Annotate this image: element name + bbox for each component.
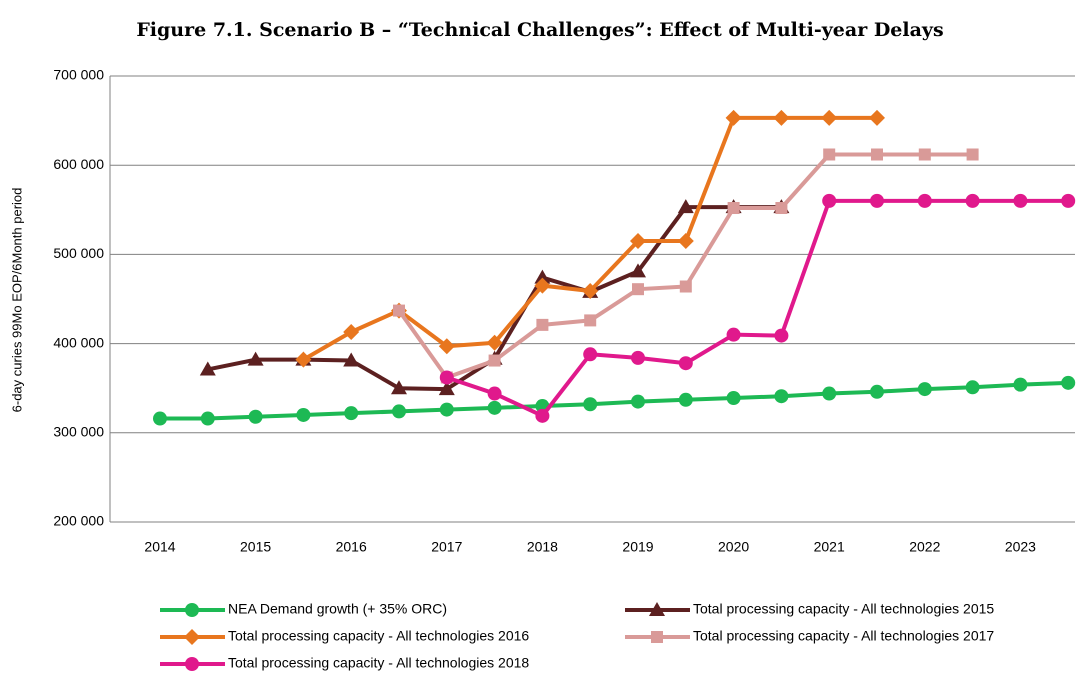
point bbox=[966, 148, 979, 161]
point bbox=[247, 351, 264, 366]
point bbox=[343, 324, 360, 341]
series-line bbox=[160, 380, 1069, 421]
point bbox=[631, 394, 645, 409]
point bbox=[917, 193, 932, 208]
point bbox=[871, 148, 883, 161]
point bbox=[488, 354, 501, 367]
point bbox=[439, 370, 454, 385]
point bbox=[583, 397, 598, 412]
x-tick-label: 2015 bbox=[240, 539, 271, 555]
legend-label: Total processing capacity - All technolo… bbox=[693, 601, 994, 617]
point bbox=[632, 283, 644, 296]
point bbox=[677, 199, 694, 214]
point bbox=[1061, 193, 1076, 208]
point bbox=[725, 109, 742, 126]
x-tick-label: 2022 bbox=[909, 539, 940, 555]
point bbox=[870, 193, 884, 208]
point bbox=[678, 356, 693, 371]
y-tick-label: 700 000 bbox=[53, 67, 104, 83]
point bbox=[651, 631, 663, 643]
point bbox=[584, 314, 597, 327]
point bbox=[918, 148, 931, 161]
point bbox=[487, 400, 502, 415]
point bbox=[536, 318, 549, 331]
point bbox=[965, 380, 980, 395]
x-tick-label: 2023 bbox=[1005, 539, 1036, 555]
x-tick-label: 2021 bbox=[814, 539, 845, 555]
point bbox=[822, 193, 837, 208]
legend-label: Total processing capacity - All technolo… bbox=[228, 628, 529, 644]
point bbox=[486, 334, 503, 351]
point bbox=[649, 602, 665, 616]
point bbox=[582, 282, 599, 299]
point bbox=[965, 193, 980, 208]
point bbox=[535, 408, 550, 423]
point bbox=[631, 350, 645, 365]
point bbox=[534, 269, 551, 284]
y-tick-label: 300 000 bbox=[53, 424, 104, 440]
point bbox=[773, 109, 790, 126]
series-line bbox=[446, 198, 1069, 418]
point bbox=[870, 384, 884, 399]
point bbox=[185, 657, 199, 671]
x-tick-label: 2019 bbox=[622, 539, 653, 555]
point bbox=[184, 629, 200, 645]
point bbox=[821, 109, 838, 126]
point bbox=[823, 148, 836, 161]
point bbox=[153, 411, 167, 426]
point bbox=[1013, 193, 1028, 208]
point bbox=[185, 603, 199, 617]
point bbox=[295, 351, 312, 368]
y-axis-label: 6-day curies 99Mo EOP/6Month period bbox=[9, 188, 24, 413]
x-tick-label: 2020 bbox=[718, 539, 749, 555]
point bbox=[1061, 375, 1076, 390]
point bbox=[392, 404, 406, 419]
point bbox=[199, 361, 216, 376]
point bbox=[439, 402, 454, 417]
point bbox=[726, 327, 741, 342]
x-tick-label: 2017 bbox=[431, 539, 462, 555]
legend-label: Total processing capacity - All technolo… bbox=[693, 628, 994, 644]
point bbox=[630, 263, 646, 278]
point bbox=[391, 380, 407, 395]
x-tick-label: 2018 bbox=[527, 539, 558, 555]
point bbox=[630, 233, 646, 250]
legend-label: NEA Demand growth (+ 35% ORC) bbox=[228, 601, 447, 617]
point bbox=[583, 347, 598, 362]
y-tick-label: 400 000 bbox=[53, 334, 104, 350]
point bbox=[917, 382, 932, 397]
point bbox=[775, 202, 788, 215]
point bbox=[726, 391, 741, 406]
point bbox=[393, 304, 405, 317]
point bbox=[869, 109, 885, 126]
legend-label: Total processing capacity - All technolo… bbox=[228, 655, 529, 671]
point bbox=[343, 352, 360, 367]
y-tick-label: 500 000 bbox=[53, 245, 104, 261]
point bbox=[248, 409, 263, 424]
point bbox=[822, 386, 837, 401]
point bbox=[677, 233, 694, 250]
point bbox=[774, 389, 789, 404]
point bbox=[487, 386, 502, 401]
point bbox=[438, 338, 455, 355]
y-tick-label: 200 000 bbox=[53, 513, 104, 529]
y-tick-label: 600 000 bbox=[53, 156, 104, 172]
point bbox=[678, 392, 693, 407]
point bbox=[534, 277, 551, 294]
point bbox=[1013, 377, 1028, 392]
point bbox=[727, 202, 740, 215]
point bbox=[774, 328, 789, 343]
point bbox=[679, 280, 692, 293]
chart-title: Figure 7.1. Scenario B – “Technical Chal… bbox=[136, 19, 943, 41]
point bbox=[200, 411, 215, 426]
x-tick-label: 2014 bbox=[144, 539, 175, 555]
point bbox=[296, 407, 311, 422]
point bbox=[344, 406, 359, 421]
x-tick-label: 2016 bbox=[336, 539, 367, 555]
point bbox=[438, 381, 455, 396]
